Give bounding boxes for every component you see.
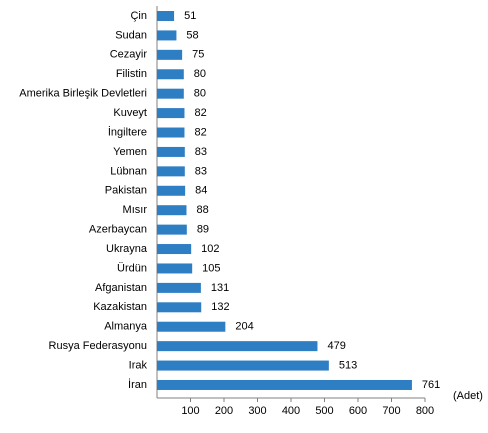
bar: [157, 49, 183, 60]
x-tick-label: 700: [382, 405, 400, 417]
y-tick-label: Cezayir: [110, 49, 148, 61]
bar: [157, 127, 185, 138]
value-label: 89: [197, 224, 209, 236]
y-tick-label: Rusya Federasyonu: [49, 340, 147, 352]
y-tick-label: Amerika Birleşik Devletleri: [19, 88, 147, 100]
x-tick-label: 300: [248, 405, 266, 417]
value-label: 102: [201, 243, 219, 255]
value-label: 513: [339, 359, 357, 371]
bar: [157, 244, 192, 255]
y-tick-label: İngiltere: [108, 125, 147, 138]
x-tick-label: 600: [349, 405, 367, 417]
y-tick-label: Azerbaycan: [89, 224, 147, 236]
value-label: 80: [194, 68, 206, 80]
y-tick-label: Afganistan: [95, 282, 147, 294]
value-label: 88: [196, 204, 208, 216]
bar: [157, 205, 187, 216]
bar: [157, 88, 184, 99]
bar: [157, 11, 175, 21]
value-label: 58: [186, 29, 198, 41]
bar: [157, 166, 185, 177]
bar: [157, 185, 186, 196]
bar: [157, 321, 226, 332]
y-tick-label: Kuveyt: [113, 107, 147, 119]
value-label: 75: [192, 49, 204, 61]
y-tick-label: Çin: [130, 10, 147, 22]
y-tick-label: Almanya: [104, 321, 148, 333]
y-tick-label: Lübnan: [110, 165, 147, 177]
bar: [157, 302, 202, 313]
bar: [157, 341, 318, 352]
bar: [157, 263, 193, 274]
bar: [157, 146, 185, 157]
x-tick-label: 500: [315, 405, 333, 417]
value-label: 82: [194, 126, 206, 138]
x-tick-label: 200: [215, 405, 233, 417]
y-tick-label: Ürdün: [117, 262, 147, 274]
value-label: 479: [327, 340, 345, 352]
bar: [157, 224, 187, 235]
value-label: 83: [195, 146, 207, 158]
value-label: 105: [202, 262, 220, 274]
bar: [157, 108, 185, 119]
y-tick-label: Kazakistan: [93, 301, 147, 313]
x-tick-label: 100: [181, 405, 199, 417]
bar: [157, 379, 412, 390]
y-tick-label: Mısır: [123, 204, 148, 216]
y-tick-label: Yemen: [113, 146, 147, 158]
y-tick-label: Filistin: [116, 68, 147, 80]
bar: [157, 69, 184, 80]
x-tick-label: 400: [282, 405, 300, 417]
value-label: 204: [235, 321, 253, 333]
value-label: 83: [195, 165, 207, 177]
value-label: 131: [211, 282, 229, 294]
y-tick-label: Pakistan: [105, 185, 147, 197]
bar: [157, 360, 329, 371]
y-tick-label: İran: [128, 378, 147, 391]
value-label: 84: [195, 185, 207, 197]
value-label: 761: [422, 379, 440, 391]
value-label: 51: [184, 10, 196, 22]
x-tick-label: 800: [416, 405, 434, 417]
y-tick-label: Sudan: [115, 29, 147, 41]
bar: [157, 30, 177, 41]
value-label: 82: [194, 107, 206, 119]
value-label: 132: [211, 301, 229, 313]
bar: [157, 282, 201, 293]
y-tick-label: Irak: [129, 359, 148, 371]
x-axis-label: (Adet): [453, 390, 483, 402]
y-tick-label: Ukrayna: [106, 243, 148, 255]
value-label: 80: [194, 88, 206, 100]
